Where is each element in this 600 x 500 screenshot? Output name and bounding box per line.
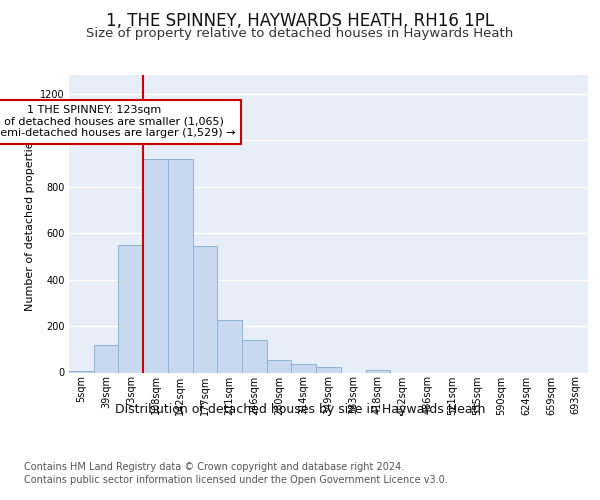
Text: 1, THE SPINNEY, HAYWARDS HEATH, RH16 1PL: 1, THE SPINNEY, HAYWARDS HEATH, RH16 1PL	[106, 12, 494, 30]
Bar	[118, 244, 143, 372]
Bar	[94, 344, 118, 372]
Bar	[292, 364, 316, 372]
Bar	[316, 368, 341, 372]
Text: Contains HM Land Registry data © Crown copyright and database right 2024.: Contains HM Land Registry data © Crown c…	[24, 462, 404, 472]
Text: Contains public sector information licensed under the Open Government Licence v3: Contains public sector information licen…	[24, 475, 448, 485]
Bar	[193, 246, 217, 372]
Bar	[143, 158, 168, 372]
Text: 1 THE SPINNEY: 123sqm
← 41% of detached houses are smaller (1,065)
59% of semi-d: 1 THE SPINNEY: 123sqm ← 41% of detached …	[0, 105, 235, 138]
Bar	[69, 370, 94, 372]
Bar	[217, 320, 242, 372]
Y-axis label: Number of detached properties: Number of detached properties	[25, 136, 35, 312]
Bar	[168, 158, 193, 372]
Bar	[365, 370, 390, 372]
Text: Distribution of detached houses by size in Haywards Heath: Distribution of detached houses by size …	[115, 402, 485, 415]
Bar	[242, 340, 267, 372]
Bar	[267, 360, 292, 372]
Text: Size of property relative to detached houses in Haywards Heath: Size of property relative to detached ho…	[86, 28, 514, 40]
